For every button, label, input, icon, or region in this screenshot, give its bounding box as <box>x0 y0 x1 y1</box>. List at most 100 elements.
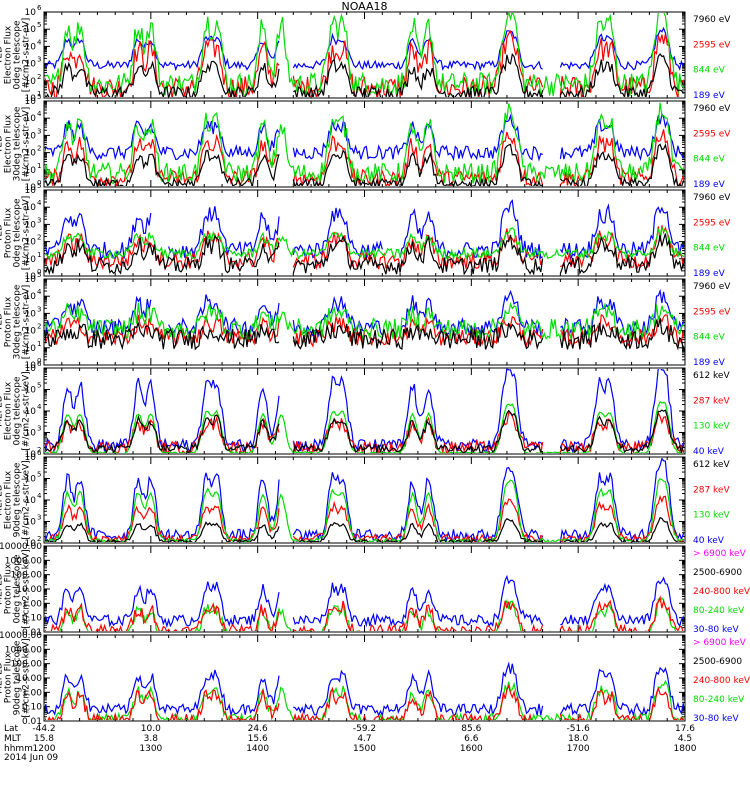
x-tick-mlt: 15.6 <box>248 734 268 744</box>
y-axis-label-line: 0deg telescope <box>13 198 23 268</box>
y-axis-label-line: TED <box>0 313 5 332</box>
series-green <box>45 301 684 341</box>
y-tick-base: 10 <box>25 292 37 302</box>
x-tick-mlt: 15.8 <box>34 734 54 744</box>
x-tick-lat: -44.2 <box>32 724 55 734</box>
y-axis-label-line: TED <box>0 46 5 65</box>
x-tick-mlt: 18.0 <box>568 734 588 744</box>
legend-magenta: > 6900 keV <box>693 638 747 648</box>
y-tick-base: 10 <box>25 42 37 52</box>
y-tick-base: 10 <box>25 309 37 319</box>
y-axis-label-line: [#/cm2-s-str-eV] <box>22 196 32 271</box>
legend-green: 130 keV <box>693 422 730 432</box>
y-tick-base: 10 <box>25 183 37 193</box>
y-tick-base: 10 <box>25 255 37 265</box>
y-tick-exponent: 1 <box>37 90 41 98</box>
y-tick-exponent: 3 <box>37 216 41 224</box>
legend-black: 7960 eV <box>693 15 731 25</box>
x-tick-time: 1800 <box>674 744 697 754</box>
y-tick-exponent: 2 <box>37 323 41 331</box>
y-axis-label: TED Proton Flux 30deg telescope [#/cm2-s-st… <box>0 284 32 359</box>
y-axis-label-line: Electron Flux <box>4 114 14 173</box>
y-tick-label: 10 0 <box>25 357 42 371</box>
y-axis-label: TED Electron Flux 30deg telescope [#/cm2-s-… <box>0 106 32 181</box>
y-tick-text: 1.00 <box>22 688 42 698</box>
y-tick-text: 0.01 <box>22 717 42 727</box>
plot-title: NOAA18 <box>341 0 387 13</box>
legend-blue: 30-80 keV <box>693 714 739 724</box>
legend-green: 80-240 keV <box>693 606 745 616</box>
legend-green: 844 eV <box>693 66 726 76</box>
y-tick-exponent: 5 <box>37 182 41 190</box>
y-axis-label-line: [#/cm2-s-str-keV] <box>22 371 32 450</box>
legend-magenta: > 6900 keV <box>693 549 747 559</box>
series-black <box>45 516 684 542</box>
legend-blue: 189 eV <box>693 269 726 279</box>
y-tick-label: 10 5 <box>25 382 42 396</box>
y-axis-label-line: 0deg telescope <box>13 554 23 624</box>
y-tick-label: 10 3 <box>25 127 42 141</box>
data-layer <box>45 574 684 631</box>
x-tick-lat: 10.0 <box>141 724 161 734</box>
y-tick-label: 10 1 <box>25 251 42 265</box>
legend-red: 287 keV <box>693 396 730 406</box>
y-tick-exponent: 5 <box>37 271 41 279</box>
y-tick-exponent: 0 <box>37 268 41 276</box>
y-tick-label: 10000.00 <box>0 542 42 552</box>
x-row-label: hhmm <box>4 744 33 754</box>
y-tick-base: 10 <box>25 327 37 337</box>
y-tick-label: 10 3 <box>25 305 42 319</box>
y-axis-label-line: [#/cm2-s-str-eV] <box>22 18 32 93</box>
legend-green: 844 eV <box>693 155 726 165</box>
x-row-label: 2014 Jun 09 <box>4 753 58 763</box>
legend-red: 2595 eV <box>693 218 731 228</box>
y-tick-base: 10 <box>25 94 37 104</box>
y-tick-label: 10 4 <box>25 492 42 506</box>
y-tick-exponent: 5 <box>37 382 41 390</box>
y-tick-exponent: 0 <box>37 357 41 365</box>
y-tick-base: 10 <box>25 238 37 248</box>
x-tick-time: 1700 <box>567 744 590 754</box>
y-axis-label-line: [#/cm2-s-str-keV] <box>22 460 32 539</box>
y-axis-label-line: 0deg telescope <box>13 20 23 90</box>
y-tick-base: 10 <box>25 364 37 374</box>
legend-red: 2595 eV <box>693 40 731 50</box>
legend-blue: 30-80 keV <box>693 625 739 635</box>
x-tick-time: 1200 <box>33 744 56 754</box>
legend-red: 2595 eV <box>693 307 731 317</box>
y-tick-label: 10 6 <box>25 4 42 18</box>
legend-blue: 189 eV <box>693 180 726 190</box>
y-axis-label-line: 30deg telescope <box>13 284 23 359</box>
y-axis-label-line: [#/cm2-s-str-eV] <box>22 285 32 360</box>
x-tick-lat: 24.6 <box>248 724 268 734</box>
y-tick-label: 100.00 <box>11 571 43 581</box>
y-axis-label-line: MEPED <box>0 573 5 605</box>
legend-black: 2500-6900 <box>693 568 742 578</box>
y-tick-base: 10 <box>25 203 37 213</box>
y-tick-exponent: 6 <box>37 4 42 12</box>
y-tick-exponent: 6 <box>37 449 42 457</box>
legend-red: 2595 eV <box>693 129 731 139</box>
y-tick-text: 100.00 <box>11 660 43 670</box>
panel-8: 0.010.101.0010.00100.001000.0010000.00ME… <box>0 631 750 727</box>
y-tick-label: 10 3 <box>25 216 42 230</box>
data-layer <box>45 661 684 720</box>
y-axis-label-line: [#/cm2-s-str-eV] <box>22 107 32 182</box>
y-tick-base: 10 <box>25 114 37 124</box>
series-blue <box>45 26 684 72</box>
x-tick-mlt: 4.7 <box>357 734 371 744</box>
series-blue <box>45 574 684 629</box>
y-tick-text: 0.01 <box>22 628 42 638</box>
x-tick-mlt: 6.6 <box>464 734 479 744</box>
y-axis-label-line: 30deg telescope <box>13 106 23 181</box>
y-tick-label: 10 3 <box>25 514 42 528</box>
y-tick-label: 10 4 <box>25 199 42 213</box>
y-tick-label: 10 0 <box>25 268 42 282</box>
y-tick-label: 10.00 <box>16 585 42 595</box>
